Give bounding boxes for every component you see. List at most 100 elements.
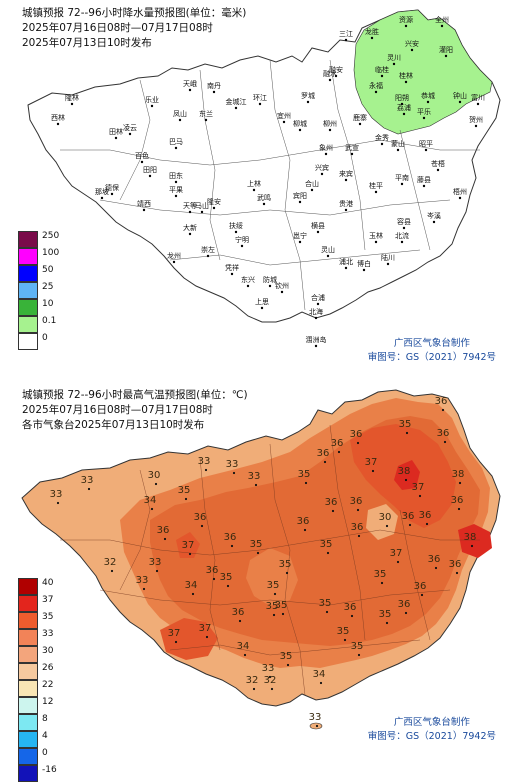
temp-station-dot [226, 584, 230, 588]
rain-town-label: 苍梧 [431, 159, 445, 168]
rain-town-dot [206, 254, 210, 258]
rain-legend-label: 0.1 [42, 316, 57, 326]
rain-town-label: 岑溪 [427, 211, 441, 220]
rain-town-dot [350, 152, 354, 156]
temp-value-label: 35 [280, 651, 293, 662]
temp-legend-item: -16 [18, 765, 57, 782]
temp-station-dot [404, 611, 408, 615]
temp-legend-item: 0 [18, 748, 57, 765]
temp-value-label: 36 [325, 497, 338, 508]
rain-legend-item: 0 [18, 333, 59, 350]
temp-value-label: 36 [402, 511, 415, 522]
temp-map-title: 城镇预报 72--96小时最高气温预报图(单位：℃) [22, 389, 248, 401]
temp-station-dot [457, 507, 461, 511]
rain-town-label: 兴宾 [315, 163, 329, 172]
rain-town-label: 蒙山 [391, 139, 405, 148]
temp-value-label: 34 [185, 580, 198, 591]
temp-value-label: 35 [220, 572, 233, 583]
temp-value-label: 38 [464, 532, 477, 543]
temp-legend-label: 35 [42, 612, 54, 622]
temp-station-dot [163, 537, 167, 541]
temp-station-dot [404, 478, 408, 482]
temp-station-dot [285, 571, 289, 575]
rain-town-dot [374, 190, 378, 194]
rain-legend-swatch [18, 248, 38, 265]
temp-station-dot [319, 681, 323, 685]
rain-town-label: 宁明 [235, 235, 249, 244]
rain-map-credit: 广西区气象台制作 审图号：GS（2021）7942号 [368, 337, 496, 365]
rain-town-label: 上林 [247, 179, 261, 188]
rain-town-label: 浦北 [339, 257, 353, 266]
temp-value-label: 38 [452, 469, 465, 480]
temp-station-dot [326, 551, 330, 555]
temp-value-label: 30 [379, 512, 392, 523]
rain-town-label: 田阳 [143, 165, 157, 174]
temp-station-dot [443, 440, 447, 444]
rain-town-dot [246, 284, 250, 288]
temp-station-dot [458, 481, 462, 485]
temp-legend-label: 22 [42, 680, 54, 690]
rain-town-dot [142, 208, 146, 212]
temp-station-dot [110, 569, 114, 573]
rain-town-label: 龙州 [167, 251, 181, 260]
rain-town-dot [370, 36, 374, 40]
rain-map-valid-period: 2025年07月16日08时—07月17日08时 [22, 22, 213, 34]
temp-value-label: 35 [298, 469, 311, 480]
rain-town-dot [174, 180, 178, 184]
rain-town-label: 百色 [135, 151, 149, 160]
rain-legend-label: 10 [42, 299, 54, 309]
rain-town-dot [212, 206, 216, 210]
rain-town-dot [234, 106, 238, 110]
rain-town-label: 平乐 [417, 107, 431, 116]
rain-town-label: 平南 [395, 173, 409, 182]
rain-legend-swatch [18, 299, 38, 316]
temp-legend-item: 22 [18, 680, 57, 697]
rain-town-label: 东兰 [199, 109, 213, 118]
rain-town-label: 博白 [357, 259, 371, 268]
temp-station-dot [150, 507, 154, 511]
rainfall-forecast-map: 资源 全州 龙胜 三江 兴安 灌阳 灵川 临桂 桂林 融安 永福 阳朔 恭城 钟山 荔浦 平乐 富川 乐业 天峨 南丹… [0, 0, 512, 380]
rain-town-dot [230, 272, 234, 276]
temp-value-label: 36 [350, 496, 363, 507]
rain-town-dot [150, 104, 154, 108]
rain-town-label: 全州 [435, 15, 449, 24]
rain-town-label: 来宾 [339, 169, 353, 178]
rain-town-label: 靖西 [137, 199, 151, 208]
rain-legend-label: 100 [42, 248, 60, 258]
temp-value-label: 34 [313, 669, 326, 680]
temp-legend-swatch [18, 663, 38, 680]
rain-credit-org: 广西区气象台制作 [393, 338, 470, 349]
rain-legend-label: 25 [42, 282, 54, 292]
temp-station-dot [357, 653, 361, 657]
temp-zone-37-sw [176, 532, 200, 558]
temp-value-label: 33 [226, 459, 239, 470]
temp-value-label: 36 [224, 532, 237, 543]
temp-station-dot [268, 675, 272, 679]
rain-town-dot [174, 146, 178, 150]
rain-town-label: 平果 [169, 186, 183, 194]
temp-value-label: 34 [144, 495, 157, 506]
rain-town-label: 梧州 [453, 187, 467, 196]
rain-town-label: 合浦 [311, 293, 325, 302]
temp-station-dot [184, 497, 188, 501]
rain-town-label: 钟山 [453, 91, 467, 100]
rain-town-dot [344, 208, 348, 212]
rain-town-dot [424, 148, 428, 152]
rain-town-dot [252, 188, 256, 192]
rain-town-label: 象州 [319, 143, 333, 152]
rain-legend-swatch [18, 316, 38, 333]
rain-area-0-1 [353, 9, 493, 135]
temp-value-label: 35 [337, 626, 350, 637]
temp-legend-item: 4 [18, 731, 57, 748]
rain-town-dot [328, 78, 332, 82]
rain-town-dot [380, 74, 384, 78]
temp-value-label: 35 [279, 559, 292, 570]
rain-town-label: 北流 [395, 231, 409, 240]
rain-town-label: 富川 [471, 93, 485, 102]
rain-town-label: 横县 [311, 221, 325, 230]
rain-town-dot [474, 124, 478, 128]
temp-station-dot [441, 408, 445, 412]
temp-value-label: 36 [428, 554, 441, 565]
temp-value-label: 30 [148, 470, 161, 481]
